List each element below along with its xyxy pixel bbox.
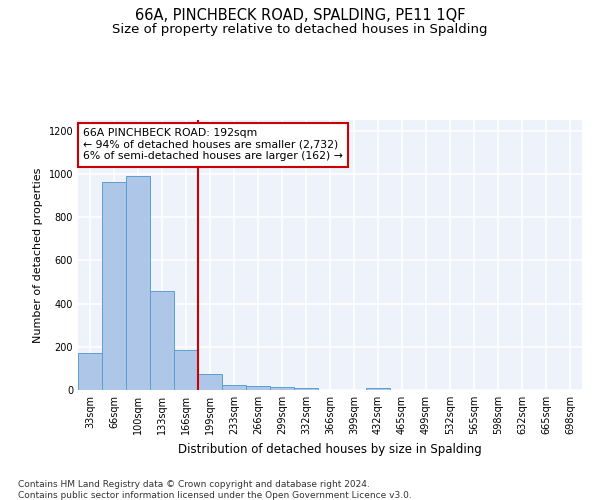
Bar	[366, 388, 390, 390]
Text: Size of property relative to detached houses in Spalding: Size of property relative to detached ho…	[112, 22, 488, 36]
Bar	[198, 374, 222, 390]
Bar	[102, 182, 126, 390]
Bar	[222, 384, 246, 390]
Bar	[294, 388, 318, 390]
Bar	[126, 176, 150, 390]
X-axis label: Distribution of detached houses by size in Spalding: Distribution of detached houses by size …	[178, 442, 482, 456]
Bar	[270, 388, 294, 390]
Bar	[246, 386, 270, 390]
Y-axis label: Number of detached properties: Number of detached properties	[33, 168, 43, 342]
Bar	[174, 350, 198, 390]
Bar	[78, 354, 102, 390]
Text: 66A PINCHBECK ROAD: 192sqm
← 94% of detached houses are smaller (2,732)
6% of se: 66A PINCHBECK ROAD: 192sqm ← 94% of deta…	[83, 128, 343, 162]
Bar	[150, 290, 174, 390]
Text: 66A, PINCHBECK ROAD, SPALDING, PE11 1QF: 66A, PINCHBECK ROAD, SPALDING, PE11 1QF	[135, 8, 465, 22]
Text: Contains HM Land Registry data © Crown copyright and database right 2024.
Contai: Contains HM Land Registry data © Crown c…	[18, 480, 412, 500]
